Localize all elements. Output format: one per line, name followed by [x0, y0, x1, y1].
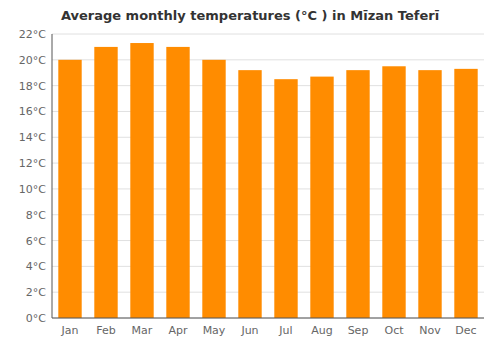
x-tick-label: Jul	[278, 324, 292, 337]
chart-container: Average monthly temperatures (°C ) in Mī…	[0, 0, 500, 350]
bar	[166, 47, 189, 318]
x-tick-label: Sep	[348, 324, 369, 337]
bar	[418, 70, 441, 318]
bar	[202, 60, 225, 318]
x-tick-label: Oct	[384, 324, 404, 337]
y-tick-label: 12°C	[19, 157, 46, 170]
bar	[310, 77, 333, 318]
bar	[382, 66, 405, 318]
x-tick-label: May	[203, 324, 226, 337]
bar	[58, 60, 81, 318]
x-tick-label: Mar	[132, 324, 153, 337]
y-tick-label: 14°C	[19, 131, 46, 144]
y-tick-label: 10°C	[19, 183, 46, 196]
x-tick-label: Jan	[61, 324, 79, 337]
x-axis-line	[52, 318, 484, 319]
x-tick-label: Jun	[240, 324, 258, 337]
x-tick-label: Nov	[419, 324, 441, 337]
bar	[238, 70, 261, 318]
bar	[130, 43, 153, 318]
y-tick-label: 6°C	[26, 235, 46, 248]
x-axis: Jan Feb Mar Apr May Jun Jul Aug Sep Oct Nov Dec	[61, 324, 477, 337]
x-tick-label: Feb	[96, 324, 115, 337]
y-tick-label: 4°C	[26, 260, 46, 273]
chart: Average monthly temperatures (°C ) in Mī…	[0, 0, 500, 350]
y-tick-label: 16°C	[19, 105, 46, 118]
y-axis-line	[52, 34, 53, 318]
bar	[346, 70, 369, 318]
y-tick-label: 0°C	[26, 312, 46, 325]
x-tick-label: Apr	[168, 324, 188, 337]
bar	[454, 69, 477, 318]
bar	[274, 79, 297, 318]
bars	[58, 43, 477, 318]
y-tick-label: 18°C	[19, 80, 46, 93]
y-tick-label: 8°C	[26, 209, 46, 222]
grid-line	[52, 318, 484, 319]
y-tick-label: 20°C	[19, 54, 46, 67]
grid-line	[52, 34, 484, 35]
y-tick-label: 2°C	[26, 286, 46, 299]
title: Average monthly temperatures (°C ) in Mī…	[61, 8, 440, 23]
y-tick-label: 22°C	[19, 28, 46, 41]
x-tick-label: Aug	[311, 324, 332, 337]
y-axis: 0°C 2°C 4°C 6°C 8°C 10°C 12°C 14°C 16°C 18°C 20°C 2…	[19, 28, 46, 325]
grid	[52, 34, 484, 318]
bar	[94, 47, 117, 318]
x-tick-label: Dec	[455, 324, 476, 337]
